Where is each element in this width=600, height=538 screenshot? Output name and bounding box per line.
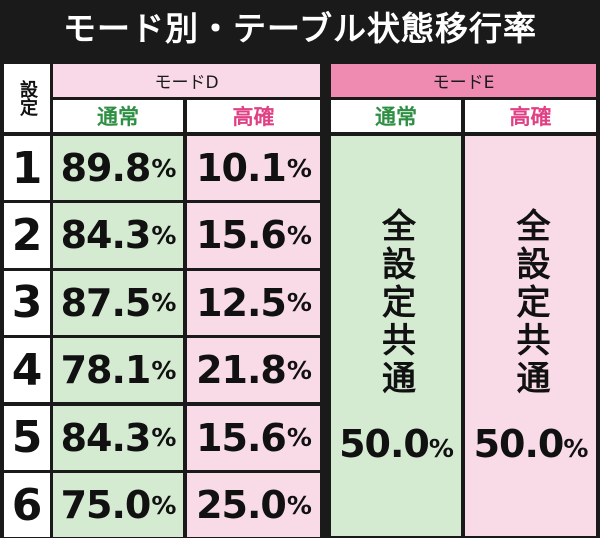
mode-d-normal-value: 75.0%	[53, 473, 183, 538]
page-title: モード別・テーブル状態移行率	[62, 9, 538, 48]
setting-number-text: 5	[11, 412, 43, 464]
mode-d-normal-value: 89.8%	[53, 136, 183, 201]
mode-d-normal-header: 通常	[53, 100, 183, 132]
mode-d-normal-value: 84.3%	[53, 203, 183, 268]
mode-d-high-header: 高確	[187, 100, 320, 132]
mode-d-high-value: 25.0%	[187, 473, 320, 538]
mode-e-high-header: 高確	[465, 100, 596, 132]
mode-e-high-value: 50.0%	[473, 422, 589, 466]
setting-number-text: 6	[11, 479, 43, 531]
setting-number-text: 1	[11, 142, 43, 194]
setting-number-text: 4	[11, 344, 43, 396]
setting-header: 設定	[4, 64, 50, 132]
mode-e-high-cell: 全設定共通 50.0%	[465, 136, 596, 536]
setting-number: 2	[4, 203, 50, 268]
mode-e-high-note: 全設定共通	[510, 208, 550, 398]
setting-number: 5	[4, 405, 50, 470]
mode-d-normal-value: 78.1%	[53, 338, 183, 403]
setting-number-text: 2	[11, 209, 43, 261]
mode-e-normal-header: 通常	[331, 100, 461, 132]
mode-d-high-value: 12.5%	[187, 270, 320, 335]
mode-e-normal-cell: 全設定共通 50.0%	[331, 136, 461, 536]
setting-number: 1	[4, 136, 50, 201]
mode-d-high-value: 10.1%	[187, 136, 320, 201]
setting-label: 設定	[17, 80, 38, 116]
mode-d-normal-value: 87.5%	[53, 270, 183, 335]
setting-number: 3	[4, 270, 50, 335]
mode-e-normal-note: 全設定共通	[375, 208, 416, 398]
setting-number: 6	[4, 473, 50, 538]
mode-d-high-value: 15.6%	[187, 203, 320, 268]
mode-e-header: モードE	[331, 64, 596, 97]
mode-d-normal-value: 84.3%	[53, 405, 183, 470]
mode-e-normal-value: 50.0%	[339, 422, 454, 466]
mode-d-high-value: 15.6%	[187, 405, 320, 470]
setting-number: 4	[4, 338, 50, 403]
setting-number-text: 3	[11, 277, 43, 329]
mode-d-high-value: 21.8%	[187, 338, 320, 403]
mode-d-header: モードD	[53, 64, 320, 97]
